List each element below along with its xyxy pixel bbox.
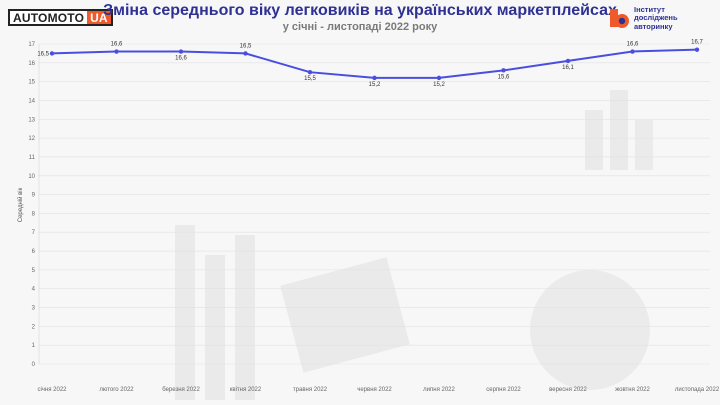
x-tick-label: серпня 2022 bbox=[486, 387, 521, 393]
y-tick-label: 17 bbox=[28, 42, 35, 48]
data-label: 16,1 bbox=[562, 65, 574, 71]
data-point bbox=[501, 68, 506, 73]
data-point bbox=[114, 49, 119, 54]
y-tick-label: 12 bbox=[28, 136, 35, 142]
data-label: 16,5 bbox=[240, 43, 252, 49]
y-axis-label: Середній вік bbox=[17, 187, 24, 222]
data-point bbox=[372, 75, 377, 81]
data-point bbox=[307, 70, 313, 75]
data-points bbox=[49, 47, 700, 81]
institute-logo-icon bbox=[610, 9, 629, 28]
x-tick-label: жовтня 2022 bbox=[615, 387, 650, 393]
data-label: 16,6 bbox=[111, 42, 123, 48]
x-axis-ticks: січня 2022 лютого 2022 березня 2022 квітня … bbox=[37, 387, 719, 393]
institute-logo[interactable]: Інститут досліджень авторинку bbox=[608, 5, 708, 31]
data-label: 15,5 bbox=[304, 76, 316, 82]
header: AUTOMOTO UA Зміна середнього віку легков… bbox=[0, 0, 720, 34]
y-tick-label: 9 bbox=[32, 193, 36, 199]
y-tick-label: 11 bbox=[29, 155, 36, 161]
x-tick-label: травня 2022 bbox=[293, 387, 328, 393]
chart-subtitle: у січні - листопаді 2022 року bbox=[282, 21, 438, 33]
y-tick-label: 14 bbox=[28, 98, 35, 104]
institute-line-2: досліджень bbox=[634, 13, 678, 23]
data-label: 15,2 bbox=[369, 82, 381, 88]
series-line bbox=[51, 48, 698, 79]
y-tick-label: 1 bbox=[32, 343, 36, 349]
data-point bbox=[630, 49, 635, 54]
y-tick-label: 2 bbox=[32, 324, 36, 330]
x-tick-label: березня 2022 bbox=[162, 387, 200, 393]
data-label: 16,6 bbox=[627, 42, 639, 48]
logo-badge: UA bbox=[87, 11, 111, 25]
data-point bbox=[565, 58, 571, 64]
y-tick-label: 10 bbox=[28, 174, 35, 180]
data-label: 16,7 bbox=[691, 40, 703, 46]
x-tick-label: липня 2022 bbox=[423, 387, 455, 393]
x-tick-label: листопада 2022 bbox=[675, 387, 720, 393]
institute-name: Інститут досліджень авторинку bbox=[634, 5, 678, 31]
data-labels: 16,5 16,6 16,6 16,5 15,5 15,2 15,2 15,6 16,1 16,6… bbox=[37, 40, 703, 88]
y-tick-label: 7 bbox=[32, 230, 36, 236]
data-point bbox=[178, 49, 184, 54]
data-label: 15,2 bbox=[433, 82, 445, 88]
data-label: 16,5 bbox=[37, 51, 49, 57]
logo-text: AUTOMOTO bbox=[13, 11, 85, 25]
chart-grid bbox=[38, 43, 710, 365]
data-label: 15,6 bbox=[498, 74, 510, 80]
data-point bbox=[436, 75, 442, 81]
y-tick-label: 6 bbox=[32, 249, 36, 255]
x-tick-label: лютого 2022 bbox=[99, 387, 134, 393]
institute-line-1: Інститут bbox=[634, 5, 665, 14]
y-tick-label: 4 bbox=[32, 287, 36, 293]
y-tick-label: 5 bbox=[32, 268, 36, 274]
data-label: 16,6 bbox=[175, 56, 187, 62]
x-tick-label: січня 2022 bbox=[37, 387, 67, 393]
institute-line-3: авторинку bbox=[634, 21, 673, 31]
y-tick-label: 8 bbox=[32, 211, 36, 217]
automoto-logo[interactable]: AUTOMOTO UA bbox=[8, 9, 113, 26]
x-tick-label: вересня 2022 bbox=[549, 387, 587, 393]
x-tick-label: червня 2022 bbox=[357, 387, 392, 393]
y-tick-label: 3 bbox=[32, 306, 36, 312]
x-tick-label: квітня 2022 bbox=[230, 387, 262, 393]
data-point bbox=[49, 51, 55, 56]
y-tick-label: 0 bbox=[32, 362, 36, 368]
chart-title: Зміна середнього віку легковиків на укра… bbox=[103, 2, 617, 19]
y-tick-label: 15 bbox=[28, 80, 35, 86]
data-point bbox=[243, 51, 248, 56]
y-tick-label: 13 bbox=[28, 117, 35, 123]
y-tick-label: 16 bbox=[28, 61, 35, 67]
data-point bbox=[694, 47, 700, 52]
